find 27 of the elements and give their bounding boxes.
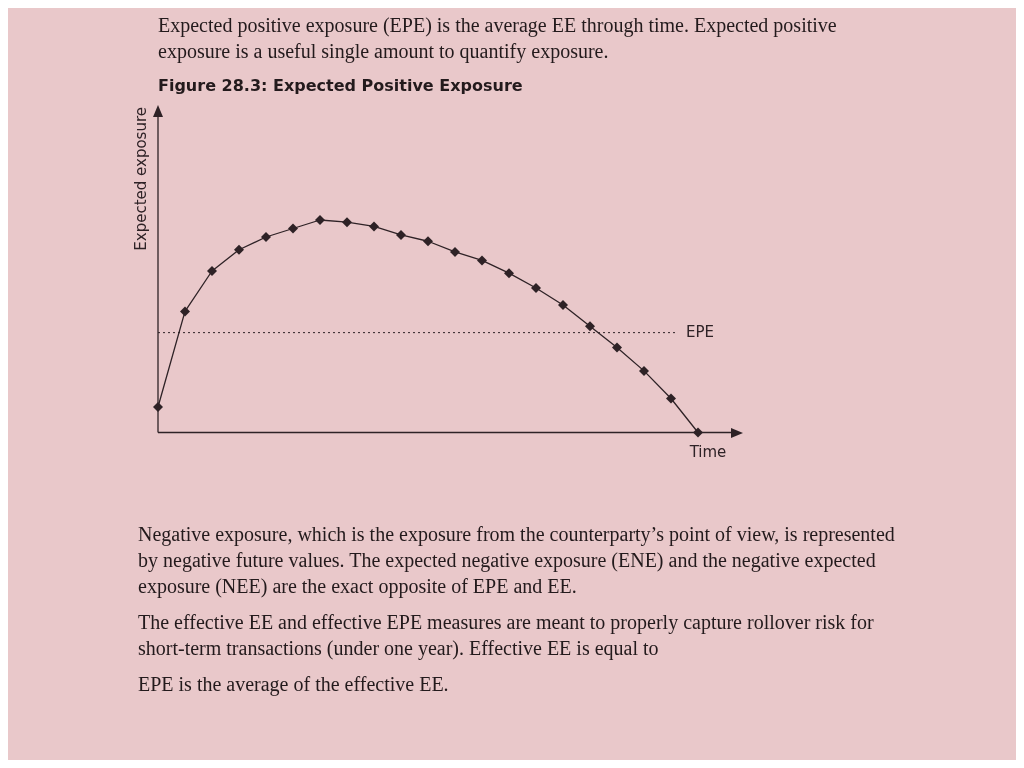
point — [234, 244, 244, 255]
point — [207, 266, 217, 276]
point — [666, 393, 676, 404]
x-axis-title: Time — [688, 442, 727, 461]
ref-line-label: EPE — [686, 322, 715, 341]
text: EPE is the average of the effective EE. — [138, 672, 450, 697]
point — [585, 321, 595, 332]
point — [639, 365, 649, 376]
point — [531, 283, 541, 293]
point — [342, 217, 352, 228]
point — [261, 232, 271, 242]
y-axis-title: Expected exposure — [132, 107, 150, 251]
text: Expected positive exposure (EPE) is the average EE through time. Expected positive exposure is a useful single amount to quantify exposure. — [158, 13, 838, 64]
point — [450, 246, 460, 257]
point — [180, 306, 190, 317]
point — [423, 236, 433, 247]
point — [315, 215, 325, 225]
point — [504, 268, 514, 279]
point — [396, 229, 406, 240]
text: Negative exposure, which is the exposure from the counterparty’s point of view, is represented by negative future values. The expected negative exposure (ENE) and the negative expected exposure (NEE) are the exact opposite of EPE and EE. — [138, 522, 896, 599]
text: The effective EE and effective EPE measures are meant to properly capture rollover risk for short-term transactions (under one year). Effective EE is equal to — [138, 610, 875, 661]
chart-title: Figure 28.3: Expected Positive Exposure — [158, 76, 524, 95]
point — [288, 223, 298, 234]
point — [477, 255, 487, 266]
point — [558, 300, 568, 310]
point — [612, 342, 622, 353]
point — [369, 221, 379, 232]
